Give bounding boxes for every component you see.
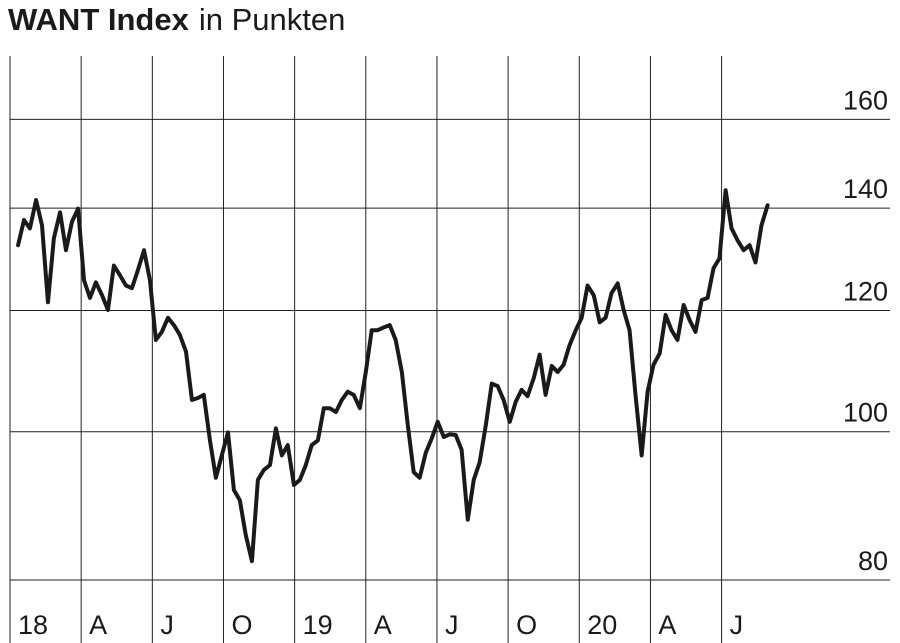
x-tick-label: J [160, 610, 174, 640]
x-tick-label: 20 [587, 610, 617, 640]
chart-title: WANT Index [8, 2, 190, 37]
x-tick-label: O [231, 610, 252, 640]
x-tick-label: O [516, 610, 537, 640]
y-tick-label: 140 [843, 174, 888, 204]
y-tick-label: 160 [843, 85, 888, 115]
x-tick-label: 19 [303, 610, 333, 640]
chart-subtitle: in Punkten [199, 2, 346, 37]
x-tick-label: A [374, 610, 392, 640]
x-tick-label: A [89, 610, 107, 640]
y-tick-label: 120 [843, 277, 888, 307]
y-tick-label: 80 [858, 546, 888, 576]
chart-title-group: WANT Index in Punkten [8, 2, 345, 37]
x-tick-label: A [658, 610, 676, 640]
data-line [16, 188, 770, 564]
x-tick-label: J [445, 610, 459, 640]
y-tick-label: 100 [843, 398, 888, 428]
x-tick-label: J [730, 610, 744, 640]
x-tick-label: 18 [18, 610, 48, 640]
